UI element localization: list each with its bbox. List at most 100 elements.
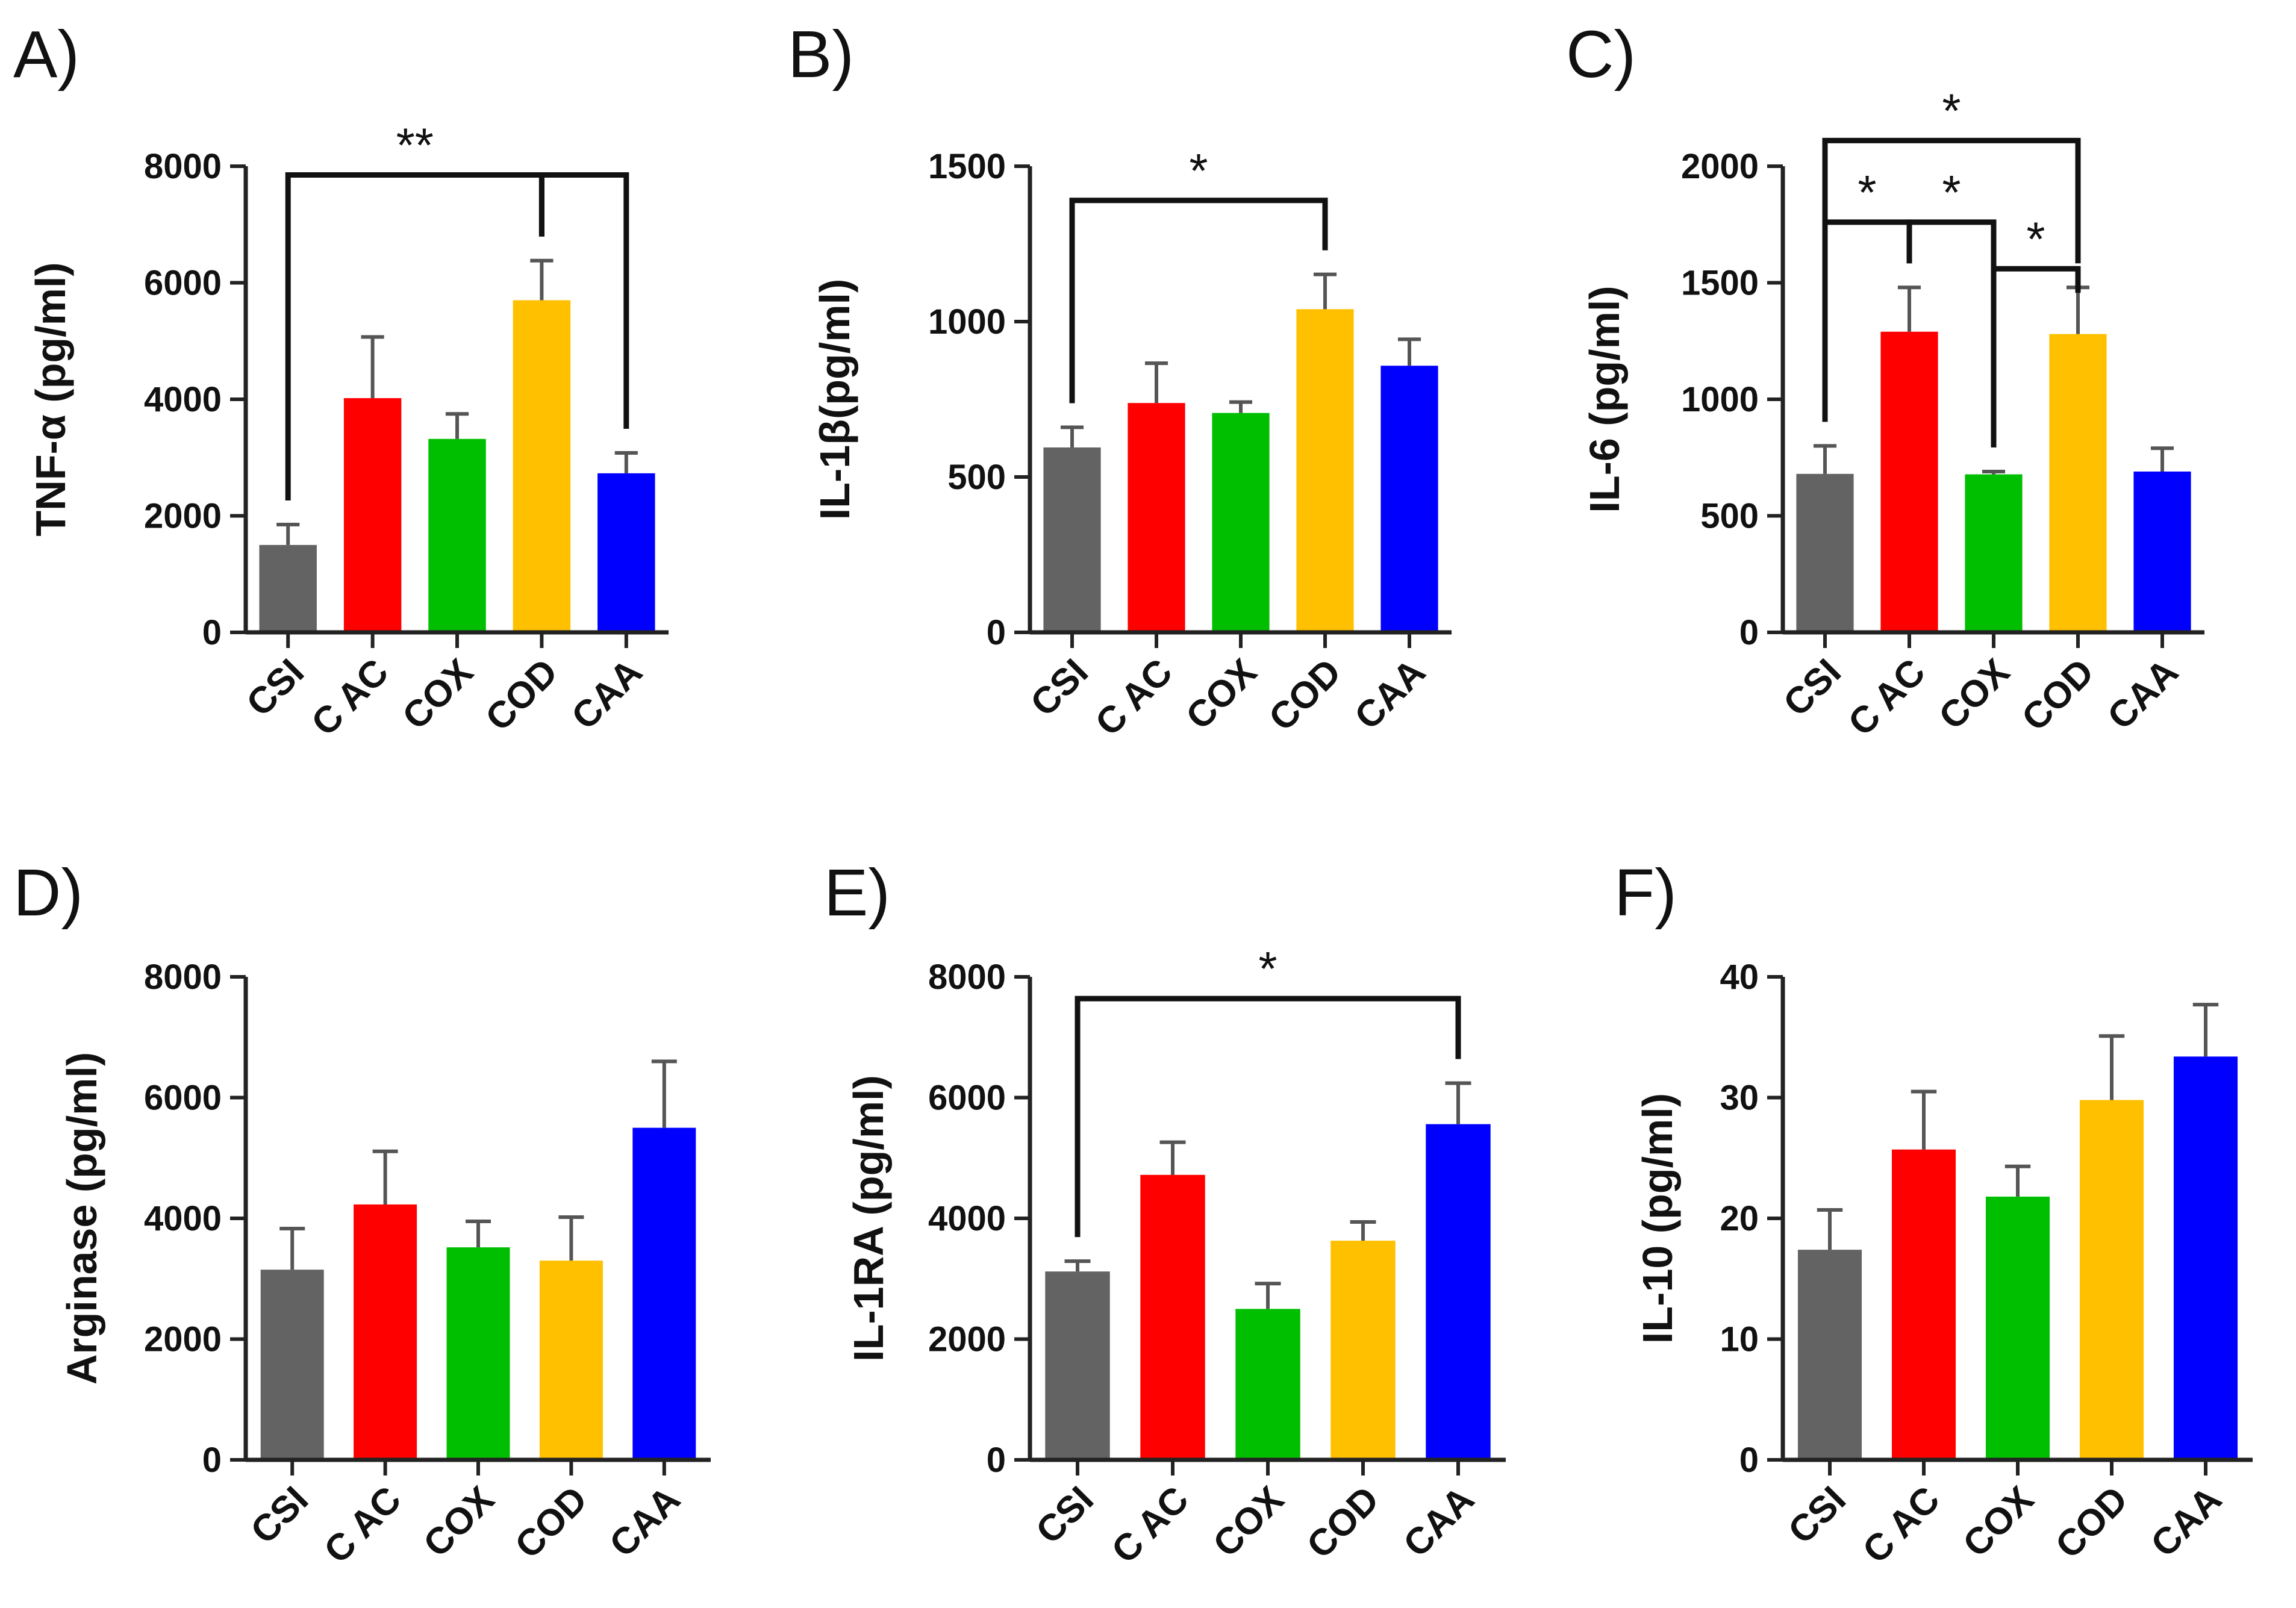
y-tick-label: 2000 — [144, 1320, 222, 1359]
x-category-label: CSI — [239, 651, 312, 725]
x-category-label: COX — [395, 651, 481, 738]
y-tick-label: 2000 — [144, 497, 222, 536]
x-category-label: CAA — [602, 1479, 688, 1565]
y-tick-label: 1000 — [1681, 380, 1759, 419]
y-tick-label: 0 — [1739, 613, 1759, 652]
panel-e: E) IL-1RA (pg/ml) 0 2000 4000 6000 8000 CSI C AC… — [824, 856, 1506, 1571]
significance-bracket — [1075, 996, 1461, 1238]
significance-label: * — [1189, 144, 1208, 198]
x-category-label: COD — [507, 1479, 595, 1566]
bar-cod — [2079, 1100, 2144, 1460]
y-tick-label: 0 — [1739, 1441, 1759, 1480]
significance-bracket — [1991, 266, 2081, 447]
x-category-label: C AC — [1104, 1479, 1197, 1571]
y-axis-title: IL-1RA (pg/ml) — [845, 1075, 892, 1362]
x-category-label: CSI — [1028, 1479, 1102, 1552]
x-category-label: C AC — [1855, 1479, 1948, 1571]
bar-cox — [428, 438, 486, 632]
bar-cac — [1128, 403, 1185, 632]
y-tick-label: 2000 — [1681, 147, 1759, 186]
x-category-label: COX — [1931, 651, 2018, 738]
x-category-label: CSI — [1023, 651, 1096, 725]
y-tick-label: 20 — [1720, 1199, 1759, 1238]
panel-letter: B) — [788, 17, 854, 92]
x-category-label: COX — [1205, 1479, 1292, 1565]
x-category-label: C AC — [316, 1479, 409, 1571]
panel-d: D) Arginase (pg/ml) 0 2000 4000 6000 8000 CSI C … — [13, 856, 711, 1571]
bar-cod — [1296, 309, 1354, 632]
x-category-label: COX — [416, 1479, 502, 1565]
bar-cac — [354, 1204, 417, 1460]
bar-csi — [1796, 473, 1854, 632]
x-category-label: COD — [1261, 651, 1349, 739]
y-tick-label: 6000 — [928, 1079, 1006, 1118]
significance-label: * — [1858, 166, 1876, 219]
panel-letter: A) — [13, 17, 80, 92]
x-category-label: COD — [2014, 651, 2102, 739]
bar-cac — [1880, 331, 1938, 632]
y-tick-label: 0 — [987, 1441, 1006, 1480]
y-tick-label: 8000 — [928, 958, 1006, 997]
x-category-label: COD — [478, 651, 566, 739]
significance-bracket — [1069, 198, 1328, 404]
bar-cod — [2049, 334, 2107, 632]
y-tick-label: 6000 — [144, 264, 222, 303]
panel-letter: E) — [824, 856, 890, 930]
y-tick-label: 0 — [202, 613, 222, 652]
panel-letter: C) — [1566, 17, 1636, 92]
x-category-label: CAA — [564, 651, 650, 738]
y-axis-title: TNF-α (pg/ml) — [27, 262, 74, 536]
bar-cod — [1330, 1241, 1396, 1460]
y-tick-label: 0 — [202, 1441, 222, 1480]
bar-csi — [259, 544, 317, 632]
panel-letter: D) — [13, 856, 83, 930]
x-category-label: C AC — [1088, 651, 1181, 744]
bar-cox — [446, 1247, 510, 1460]
y-tick-label: 500 — [1700, 497, 1759, 536]
significance-label: * — [1942, 84, 1961, 137]
y-axis-title: IL-10 (pg/ml) — [1634, 1093, 1681, 1344]
significance-label: * — [1258, 942, 1277, 996]
bar-cox — [1235, 1309, 1300, 1460]
x-category-label: COD — [1299, 1479, 1387, 1566]
bar-csi — [1043, 447, 1101, 632]
y-tick-label: 4000 — [144, 380, 222, 419]
y-tick-label: 8000 — [144, 958, 222, 997]
y-tick-label: 40 — [1720, 958, 1759, 997]
bar-cox — [1212, 413, 1270, 632]
y-tick-label: 4000 — [928, 1199, 1006, 1238]
x-category-label: C AC — [1841, 651, 1933, 744]
panel-f: F) IL-10 (pg/ml) 0 10 20 30 40 CSI C AC COX COD CAA — [1614, 856, 2253, 1571]
x-category-label: CSI — [243, 1479, 316, 1552]
significance-label: ** — [396, 119, 434, 172]
significance-label: * — [1942, 166, 1961, 219]
y-tick-label: 8000 — [144, 147, 222, 186]
bar-caa — [1380, 366, 1438, 632]
bar-csi — [260, 1270, 324, 1460]
bar-cod — [513, 300, 571, 632]
bar-caa — [1426, 1124, 1491, 1460]
bar-cox — [1965, 474, 2023, 632]
bar-cod — [539, 1261, 603, 1460]
y-axis-title: Arginase (pg/ml) — [58, 1052, 105, 1385]
y-tick-label: 1500 — [1681, 264, 1759, 303]
bar-caa — [2173, 1056, 2238, 1460]
x-category-label: CSI — [1780, 1479, 1854, 1552]
y-tick-label: 10 — [1720, 1320, 1759, 1359]
x-category-label: CAA — [2100, 651, 2186, 738]
x-category-label: COX — [1178, 651, 1265, 738]
bar-cox — [1985, 1196, 2050, 1460]
y-tick-label: 1000 — [928, 302, 1006, 341]
y-tick-label: 2000 — [928, 1320, 1006, 1359]
x-category-label: COX — [1955, 1479, 2042, 1565]
bar-caa — [597, 473, 655, 632]
y-tick-label: 1500 — [928, 147, 1006, 186]
bar-csi — [1045, 1271, 1110, 1460]
bar-cac — [1891, 1149, 1956, 1460]
bar-csi — [1797, 1250, 1862, 1460]
significance-bracket — [538, 172, 629, 429]
